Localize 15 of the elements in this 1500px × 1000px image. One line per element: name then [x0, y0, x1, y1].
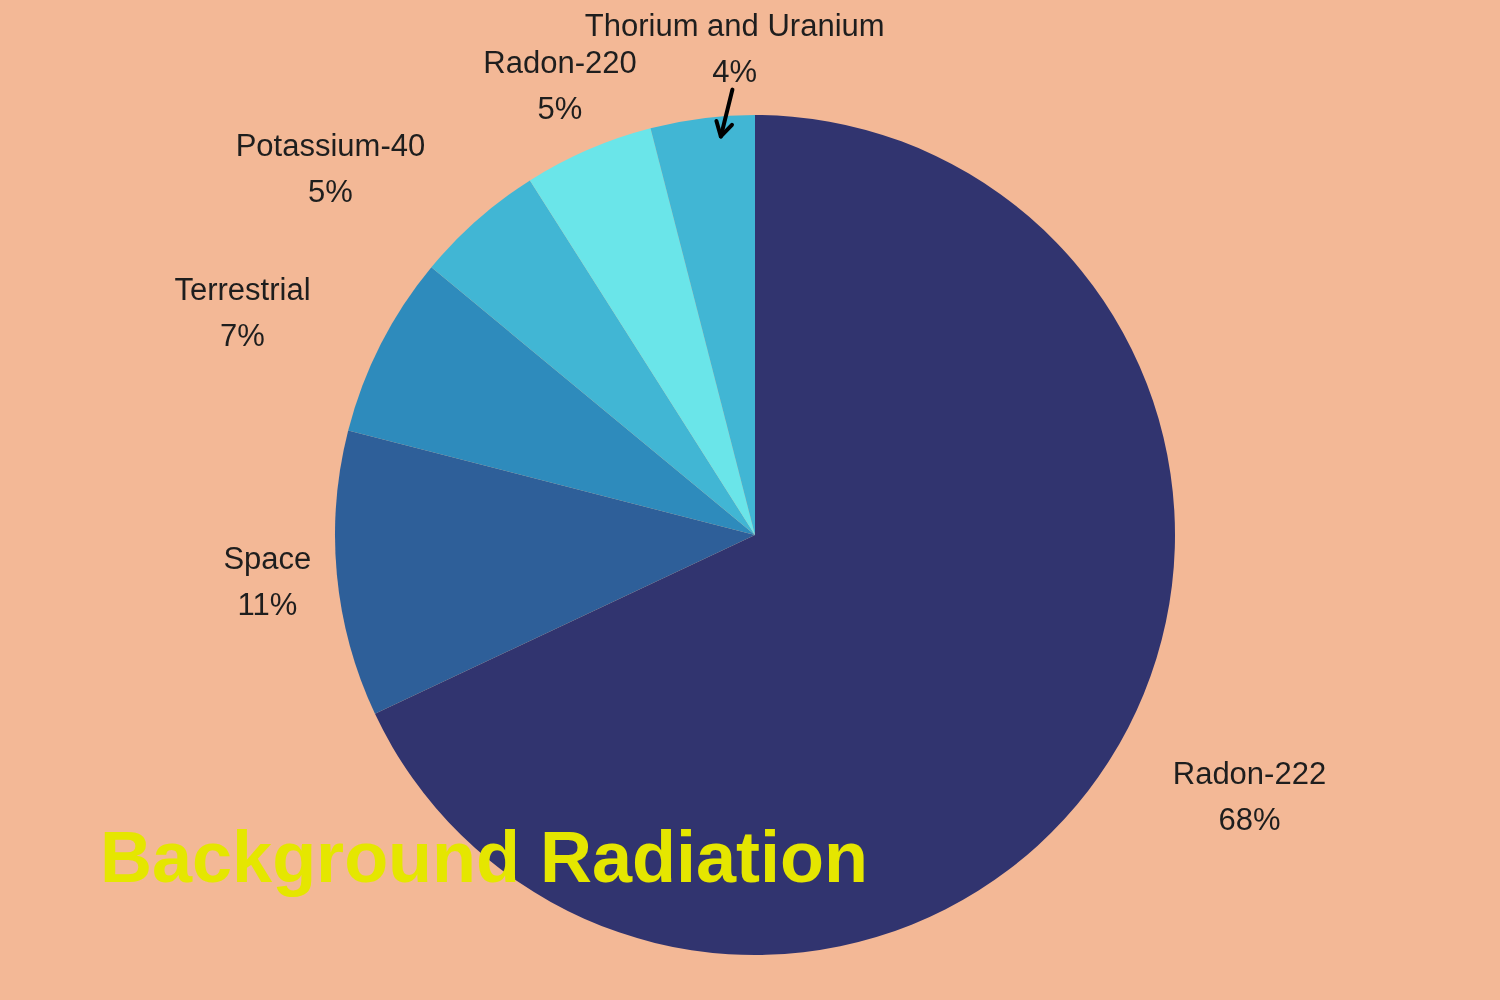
slice-label: Terrestrial	[174, 272, 311, 308]
data-label: 68%	[1218, 801, 1281, 837]
slice-label: Radon-222	[1172, 755, 1327, 791]
pie-slice	[529, 128, 755, 535]
slice-label: Thorium and Uranium	[584, 8, 885, 44]
slice-label: Radon-220	[483, 44, 637, 80]
slice-label: Potassium-40	[235, 127, 426, 163]
pie-slice	[348, 267, 755, 535]
data-label: 5%	[308, 173, 353, 209]
data-label: 5%	[537, 90, 583, 126]
data-label: 4%	[712, 54, 758, 90]
data-label: 7%	[220, 318, 265, 354]
pie-slice	[335, 430, 755, 714]
slice-label: Space	[223, 540, 312, 576]
data-label: 11%	[237, 586, 298, 622]
